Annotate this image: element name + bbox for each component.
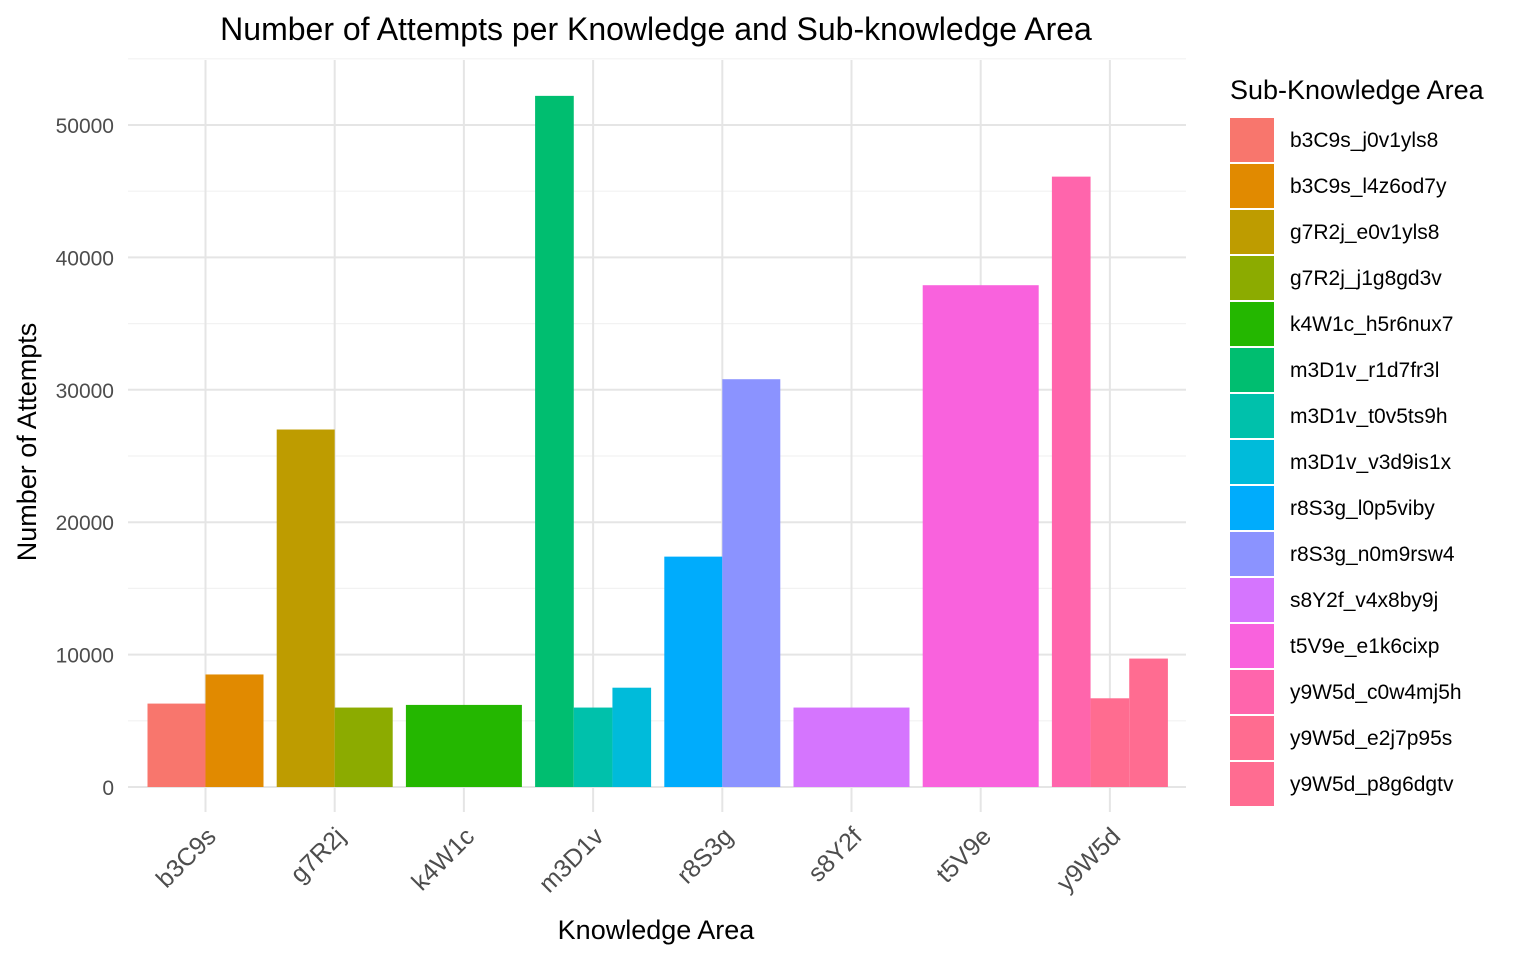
y-tick-label: 10000 [56, 645, 114, 668]
x-axis: b3C9s g7R2j k4W1c m3D1v r8S3g s8Y2f t5V9e y9W5d [151, 822, 1126, 898]
legend-key-t5V9e_e1k6cixp [1230, 624, 1274, 668]
legend-key-m3D1v_t0v5ts9h [1230, 394, 1274, 438]
y-tick-label: 0 [102, 777, 114, 800]
y-axis: 0 10000 20000 30000 40000 50000 [56, 115, 114, 800]
x-tick-label: s8Y2f [803, 822, 868, 887]
legend-label: r8S3g_n0m9rsw4 [1290, 543, 1455, 566]
bar-k4W1c_h5r6nux7 [405, 704, 522, 787]
legend-label: b3C9s_j0v1yls8 [1290, 129, 1438, 152]
bar-y9W5d_c0w4mj5h [1051, 176, 1091, 788]
legend-label: m3D1v_t0v5ts9h [1290, 405, 1448, 428]
y-axis-label: Number of Attempts [12, 323, 42, 562]
x-tick-label: k4W1c [406, 822, 480, 896]
x-tick-label: t5V9e [931, 822, 997, 888]
legend-key-b3C9s_l4z6od7y [1230, 164, 1274, 208]
bar-t5V9e_e1k6cixp [922, 285, 1039, 787]
legend-label: y9W5d_e2j7p95s [1290, 727, 1452, 750]
x-tick-label: b3C9s [151, 822, 222, 893]
legend: Sub-Knowledge Area b3C9s_j0v1yls8 b3C9s_l… [1230, 75, 1485, 806]
x-tick-label: g7R2j [285, 822, 351, 888]
chart-title: Number of Attempts per Knowledge and Sub… [220, 11, 1092, 47]
bar-g7R2j_j1g8gd3v [334, 707, 393, 787]
legend-key-g7R2j_j1g8gd3v [1230, 256, 1274, 300]
legend-label: k4W1c_h5r6nux7 [1290, 313, 1453, 336]
y-tick-label: 40000 [56, 247, 114, 270]
legend-key-b3C9s_j0v1yls8 [1230, 118, 1274, 162]
legend-label: s8Y2f_v4x8by9j [1290, 589, 1438, 612]
legend-label: b3C9s_l4z6od7y [1290, 175, 1447, 198]
bar-m3D1v_r1d7fr3l [535, 95, 574, 787]
bar-r8S3g_l0p5viby [664, 556, 723, 787]
legend-label: g7R2j_j1g8gd3v [1290, 267, 1442, 290]
bar-g7R2j_e0v1yls8 [276, 429, 335, 787]
legend-label: r8S3g_l0p5viby [1290, 497, 1435, 520]
legend-key-r8S3g_n0m9rsw4 [1230, 532, 1274, 576]
legend-label: m3D1v_r1d7fr3l [1290, 359, 1439, 382]
x-axis-label: Knowledge Area [558, 915, 756, 945]
bar-r8S3g_n0m9rsw4 [722, 379, 781, 787]
x-tick-label: m3D1v [534, 822, 610, 898]
x-tick-label: r8S3g [672, 822, 739, 889]
legend-label: y9W5d_p8g6dgtv [1290, 773, 1454, 796]
legend-key-r8S3g_l0p5viby [1230, 486, 1274, 530]
legend-key-y9W5d_p8g6dgtv [1230, 762, 1274, 806]
bar-b3C9s_l4z6od7y [205, 674, 264, 787]
legend-key-y9W5d_e2j7p95s [1230, 716, 1274, 760]
legend-key-s8Y2f_v4x8by9j [1230, 578, 1274, 622]
bars [147, 95, 1168, 788]
legend-key-g7R2j_e0v1yls8 [1230, 210, 1274, 254]
legend-label: m3D1v_v3d9is1x [1290, 451, 1452, 474]
y-tick-label: 20000 [56, 512, 114, 535]
legend-label: t5V9e_e1k6cixp [1290, 635, 1439, 658]
legend-key-k4W1c_h5r6nux7 [1230, 302, 1274, 346]
legend-key-m3D1v_v3d9is1x [1230, 440, 1274, 484]
bar-m3D1v_v3d9is1x [612, 687, 652, 787]
x-tick-label: y9W5d [1051, 822, 1126, 897]
bar-s8Y2f_v4x8by9j [793, 707, 910, 787]
legend-key-m3D1v_r1d7fr3l [1230, 348, 1274, 392]
legend-label: y9W5d_c0w4mj5h [1290, 681, 1462, 704]
bar-m3D1v_t0v5ts9h [573, 707, 613, 787]
y-tick-label: 30000 [56, 380, 114, 403]
legend-key-y9W5d_c0w4mj5h [1230, 670, 1274, 714]
bar-y9W5d_e2j7p95s [1090, 698, 1130, 787]
legend-title: Sub-Knowledge Area [1230, 75, 1485, 105]
legend-label: g7R2j_e0v1yls8 [1290, 221, 1439, 244]
bar-y9W5d_p8g6dgtv [1129, 658, 1168, 787]
bar-b3C9s_j0v1yls8 [147, 703, 206, 787]
y-tick-label: 50000 [56, 115, 114, 138]
